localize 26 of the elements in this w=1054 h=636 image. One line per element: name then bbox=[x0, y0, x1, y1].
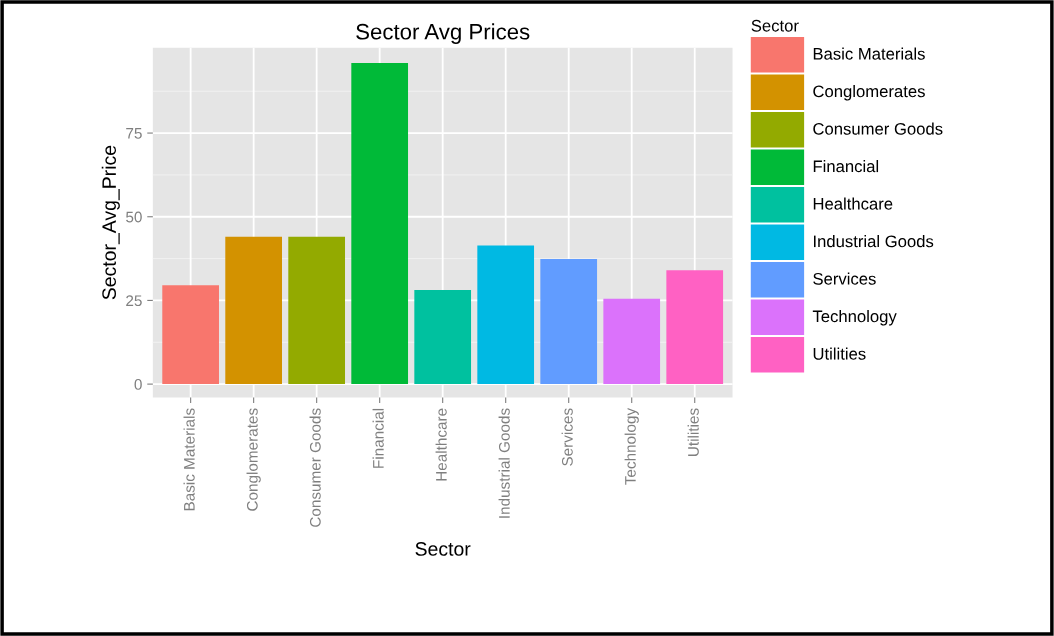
legend-title: Sector bbox=[751, 19, 799, 32]
legend-label: Healthcare bbox=[813, 197, 893, 210]
x-tick-label: Technology bbox=[624, 407, 639, 485]
legend-label: Technology bbox=[812, 310, 897, 326]
x-tick-label: Utilities bbox=[687, 408, 699, 456]
x-tick-label: Healthcare bbox=[435, 408, 447, 481]
legend-label: Utilities bbox=[813, 347, 866, 360]
legend-label: Services bbox=[813, 272, 876, 285]
x-tick-label: Industrial Goods bbox=[498, 408, 510, 518]
x-tick-label: Consumer Goods bbox=[309, 408, 321, 527]
y-tick-label: 25 bbox=[126, 295, 142, 307]
legend-label: Industrial Goods bbox=[814, 235, 934, 248]
legend-label: Financial bbox=[813, 160, 879, 173]
legend-label: Consumer Goods bbox=[813, 122, 943, 135]
chart-title: Sector Avg Prices bbox=[356, 23, 530, 44]
y-tick-label: 50 bbox=[126, 211, 142, 223]
x-tick-label: Conglomerates bbox=[246, 408, 261, 511]
x-tick-label: Services bbox=[561, 408, 573, 466]
x-axis-title: Sector bbox=[415, 542, 471, 556]
y-tick-label: 75 bbox=[126, 128, 142, 139]
y-tick-label: 0 bbox=[134, 378, 142, 390]
y-axis-title: Sector_Avg_Price bbox=[101, 145, 120, 300]
x-tick-label: Financial bbox=[372, 408, 384, 468]
legend-label: Basic Materials bbox=[813, 47, 925, 60]
legend-label: Conglomerates bbox=[813, 85, 925, 101]
x-tick-label: Basic Materials bbox=[183, 408, 195, 511]
